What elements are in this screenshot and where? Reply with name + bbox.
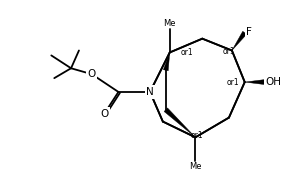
Polygon shape: [232, 31, 247, 51]
Text: O: O: [101, 109, 109, 119]
Polygon shape: [245, 80, 264, 85]
Polygon shape: [163, 52, 170, 71]
Text: N: N: [146, 87, 154, 97]
Text: or1: or1: [181, 48, 193, 57]
Text: F: F: [246, 27, 252, 37]
Text: O: O: [88, 69, 96, 79]
Text: Me: Me: [164, 19, 176, 28]
Text: or1: or1: [227, 78, 240, 87]
Text: or1: or1: [191, 131, 203, 140]
Polygon shape: [164, 108, 195, 137]
Text: Me: Me: [189, 162, 202, 171]
Text: or1: or1: [223, 47, 236, 56]
Text: OH: OH: [266, 77, 281, 87]
